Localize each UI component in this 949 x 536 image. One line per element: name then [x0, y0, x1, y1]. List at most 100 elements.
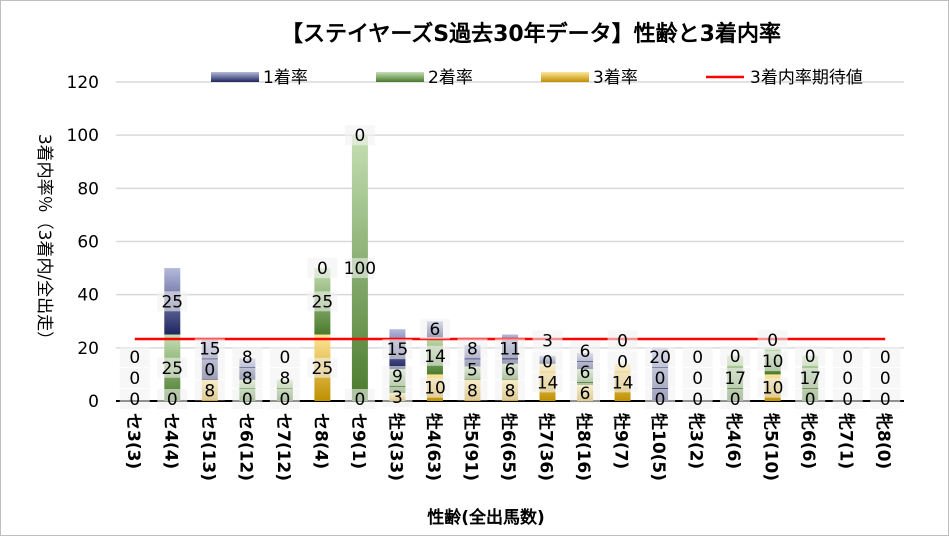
data-label: 0 — [354, 390, 365, 410]
data-label: 8 — [242, 369, 253, 389]
x-tick-label: 牝4(6) — [723, 413, 744, 469]
data-label: 0 — [129, 390, 140, 410]
data-label: 25 — [312, 359, 334, 379]
x-tick-label: セ5(13) — [198, 413, 218, 481]
data-label: 17 — [724, 369, 746, 389]
data-label: 8 — [505, 381, 516, 401]
data-label-bg — [645, 347, 676, 367]
data-label-bg — [119, 389, 150, 409]
x-tick-label: 牡7(36) — [536, 413, 557, 481]
data-label: 0 — [842, 390, 853, 410]
data-label: 0 — [317, 259, 328, 279]
x-tick-label: 牝6(6) — [798, 413, 819, 469]
data-label: 0 — [617, 331, 628, 351]
data-label: 25 — [312, 292, 334, 312]
data-label: 0 — [692, 369, 703, 389]
data-label: 0 — [542, 352, 553, 372]
data-label: 0 — [129, 348, 140, 368]
x-tick-label: 牡5(91) — [460, 413, 481, 481]
data-label-bg — [269, 368, 300, 388]
data-label: 15 — [199, 339, 221, 359]
data-label: 6 — [430, 320, 441, 340]
legend-swatch — [211, 72, 259, 82]
data-label: 0 — [692, 390, 703, 410]
data-label-bg — [495, 359, 525, 380]
x-tick-label: 牝8(0) — [873, 413, 894, 469]
x-tick-label: 牡3(33) — [385, 413, 406, 481]
data-label-bg — [157, 357, 188, 378]
data-label-bg — [495, 338, 525, 359]
data-label-bg — [344, 389, 375, 409]
data-label: 0 — [842, 369, 853, 389]
data-label-bg — [720, 368, 751, 388]
data-label-bg — [269, 347, 300, 367]
data-label: 0 — [354, 126, 365, 146]
data-label-bg — [344, 125, 375, 146]
legend-swatch — [376, 72, 424, 82]
data-label-bg — [607, 330, 638, 351]
data-label: 14 — [537, 373, 559, 393]
x-tick-label: セ6(12) — [235, 413, 255, 481]
data-label-bg — [307, 357, 338, 378]
data-label-bg — [870, 368, 901, 388]
data-label-bg — [645, 368, 676, 388]
y-tick-label: 100 — [67, 126, 99, 146]
data-label: 8 — [467, 381, 478, 401]
data-label: 10 — [424, 379, 446, 399]
data-label-bg — [607, 351, 638, 372]
data-label-bg — [119, 368, 150, 388]
data-label: 0 — [730, 347, 741, 367]
data-label-bg — [532, 372, 563, 393]
data-label-bg — [720, 345, 751, 366]
x-tick-label: セ3(3) — [123, 413, 143, 469]
data-label-bg — [419, 345, 450, 366]
data-label: 6 — [505, 360, 516, 380]
y-tick-label: 60 — [77, 233, 99, 253]
x-tick-label: セ4(4) — [160, 413, 180, 469]
x-tick-label: 牝3(2) — [686, 413, 707, 469]
data-label: 0 — [655, 390, 666, 410]
legend-label: 2着率 — [428, 68, 473, 88]
x-tick-label: 牡4(63) — [423, 413, 444, 481]
x-axis-label: 性齢(全出馬数) — [427, 507, 545, 528]
data-label-bg — [495, 380, 525, 401]
data-label: 0 — [692, 348, 703, 368]
data-label: 11 — [499, 339, 521, 359]
x-tick-label: セ8(4) — [310, 413, 330, 469]
x-tick-label: 牡8(16) — [573, 413, 594, 481]
data-label-bg — [570, 362, 601, 383]
data-label: 0 — [880, 369, 891, 389]
data-label: 25 — [161, 359, 183, 379]
data-label-bg — [232, 347, 263, 367]
data-label-bg — [720, 389, 751, 409]
x-tick-label: セ9(1) — [348, 413, 368, 469]
data-label-bg — [757, 377, 788, 398]
data-label: 0 — [805, 347, 816, 367]
data-label-bg — [795, 345, 826, 366]
y-tick-label: 20 — [77, 339, 99, 359]
data-label-bg — [194, 338, 225, 359]
legend-label: 3着率 — [593, 68, 638, 88]
data-label: 0 — [880, 348, 891, 368]
data-label: 14 — [424, 347, 446, 367]
data-label-bg — [457, 380, 488, 401]
data-label: 3 — [392, 388, 403, 408]
data-label-bg — [382, 339, 413, 360]
data-label: 5 — [467, 360, 478, 380]
data-label-bg — [832, 368, 863, 388]
data-label: 0 — [242, 390, 253, 410]
data-label: 0 — [767, 331, 778, 351]
data-label: 6 — [580, 363, 591, 383]
data-label: 14 — [612, 373, 634, 393]
data-label: 0 — [730, 390, 741, 410]
data-label-bg — [532, 330, 563, 351]
data-label-bg — [269, 389, 300, 409]
data-label-bg — [645, 389, 676, 409]
data-label-bg — [194, 359, 225, 380]
data-label: 15 — [387, 340, 409, 360]
legend-label: 1着率 — [263, 68, 308, 88]
data-label-bg — [457, 338, 488, 359]
x-tick-label: 牝7(1) — [836, 413, 857, 469]
